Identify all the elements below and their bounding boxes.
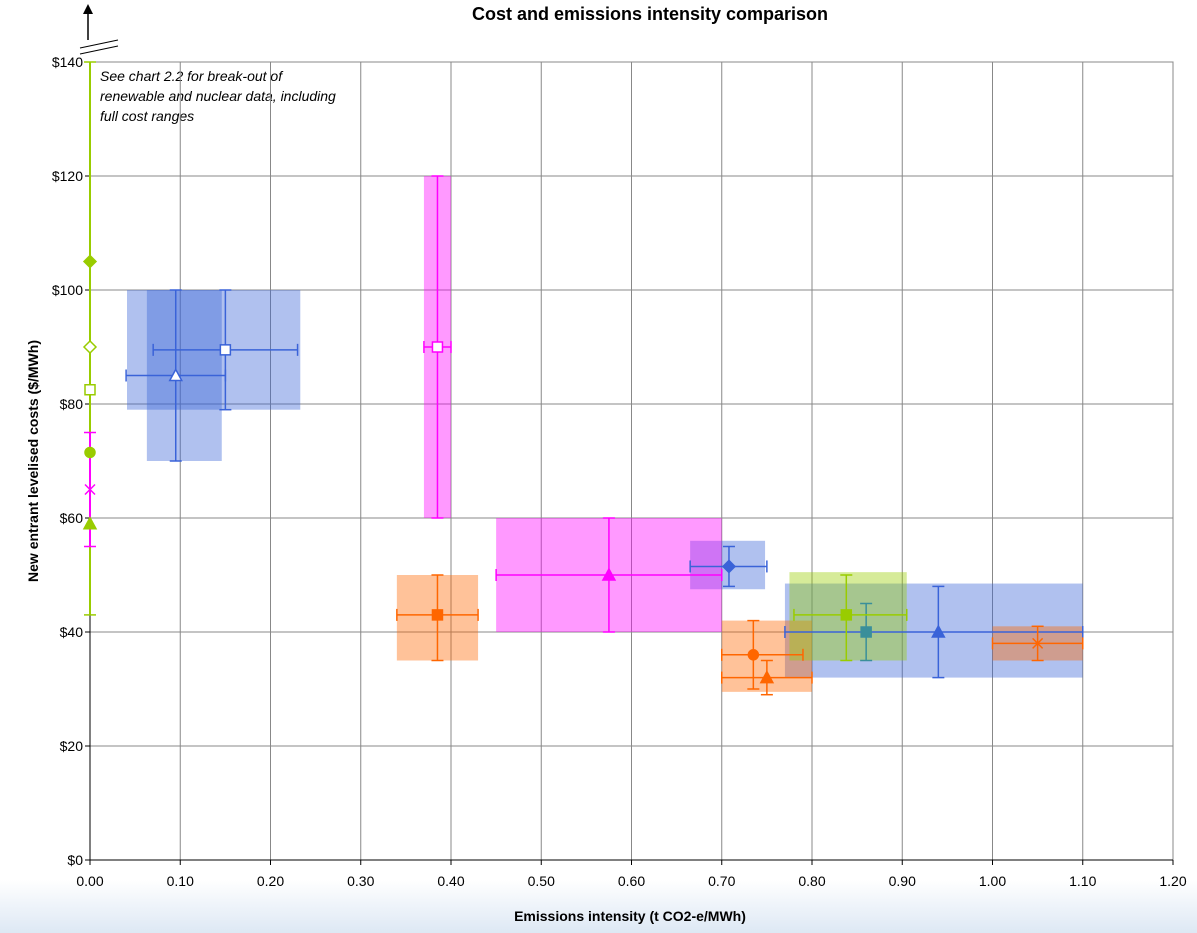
- x-tick-label: 1.10: [1069, 873, 1096, 889]
- x-tick-label: 0.10: [167, 873, 194, 889]
- chart-title: Cost and emissions intensity comparison: [472, 4, 828, 24]
- marker: [861, 627, 871, 637]
- y-tick-label: $120: [52, 168, 83, 184]
- annotation-box: See chart 2.2 for break-out of renewable…: [100, 66, 350, 166]
- marker: [432, 610, 442, 620]
- chart: Cost and emissions intensity comparison …: [0, 0, 1197, 933]
- x-tick-label: 0.70: [708, 873, 735, 889]
- y-tick-label: $40: [60, 624, 84, 640]
- x-tick-label: 1.00: [979, 873, 1006, 889]
- marker: [85, 385, 95, 395]
- annotation: See chart 2.2 for break-out of renewable…: [100, 66, 350, 126]
- x-tick-label: 0.80: [798, 873, 825, 889]
- x-tick-label: 0.90: [889, 873, 916, 889]
- marker: [84, 518, 96, 529]
- x-tick-label: 0.50: [528, 873, 555, 889]
- x-axis-label: Emissions intensity (t CO2-e/MWh): [514, 908, 746, 924]
- y-tick-label: $100: [52, 282, 83, 298]
- arrow-head: [83, 4, 93, 14]
- axis-break: [80, 40, 118, 54]
- marker: [84, 256, 96, 268]
- page: {"chart_data":{"type":"scatter","title":…: [0, 0, 1197, 933]
- x-tick-label: 0.30: [347, 873, 374, 889]
- y-tick-label: $80: [60, 396, 84, 412]
- marker: [841, 610, 851, 620]
- marker: [85, 447, 95, 457]
- marker: [432, 342, 442, 352]
- x-tick-label: 0.40: [437, 873, 464, 889]
- y-tick-label: $60: [60, 510, 84, 526]
- marker: [84, 341, 96, 353]
- marker: [220, 345, 230, 355]
- x-tick-label: 0.00: [76, 873, 103, 889]
- y-tick-label: $140: [52, 54, 83, 70]
- x-tick-label: 1.20: [1159, 873, 1186, 889]
- y-tick-label: $0: [67, 852, 83, 868]
- y-tick-label: $20: [60, 738, 84, 754]
- x-tick-label: 0.60: [618, 873, 645, 889]
- marker: [748, 650, 758, 660]
- y-axis-label: New entrant levelised costs ($/MWh): [25, 340, 41, 582]
- x-tick-label: 0.20: [257, 873, 284, 889]
